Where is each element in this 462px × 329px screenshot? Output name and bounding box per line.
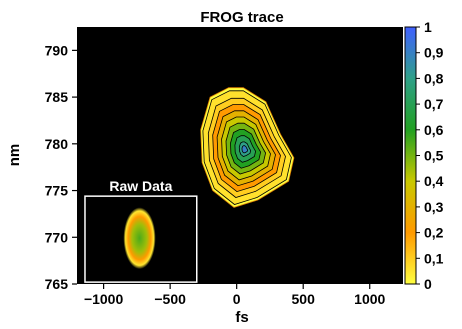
y-tick-label: 775: [45, 183, 69, 199]
raw-data-label: Raw Data: [109, 178, 172, 194]
x-axis-label: fs: [235, 309, 248, 326]
y-tick-label: 765: [45, 276, 69, 292]
colorbar-tick-label: 0,2: [424, 225, 444, 241]
colorbar-tick-label: 0,8: [424, 70, 444, 86]
x-tick-label: 1000: [354, 291, 385, 307]
colorbar-tick-label: 0,3: [424, 199, 444, 215]
x-axis-ticks: −1000 −500 0 500 1000: [84, 284, 386, 307]
raw-data-inset-box: [84, 195, 198, 283]
colorbar-ticks: 0 0,1 0,2 0,3 0,4 0,5 0,6 0,7 0,8 0,9 1: [416, 19, 444, 292]
raw-data-inset: Raw Data: [84, 178, 198, 283]
y-tick-label: 770: [45, 229, 69, 245]
colorbar: [405, 27, 416, 284]
x-tick-label: 0: [233, 291, 241, 307]
x-tick-label: 500: [292, 291, 316, 307]
y-tick-label: 785: [45, 89, 69, 105]
y-axis-ticks: 765 770 775 780 785 790: [45, 42, 77, 292]
colorbar-tick-label: 0,6: [424, 122, 444, 138]
colorbar-tick-label: 0: [424, 276, 432, 292]
y-tick-label: 780: [45, 136, 69, 152]
main-trace-contours: [200, 87, 295, 208]
x-tick-label: −500: [154, 291, 186, 307]
colorbar-tick-label: 0,7: [424, 96, 444, 112]
colorbar-tick-label: 0,4: [424, 173, 444, 189]
y-tick-label: 790: [45, 42, 69, 58]
chart-title: FROG trace: [200, 9, 283, 26]
colorbar-tick-label: 0,9: [424, 45, 444, 61]
colorbar-tick-label: 0,5: [424, 148, 444, 164]
raw-data-spot: [123, 207, 156, 270]
contour-level: [241, 145, 249, 154]
y-axis-label: nm: [6, 144, 23, 167]
colorbar-tick-label: 0,1: [424, 250, 444, 266]
colorbar-tick-label: 1: [424, 19, 432, 35]
x-tick-label: −1000: [84, 291, 124, 307]
